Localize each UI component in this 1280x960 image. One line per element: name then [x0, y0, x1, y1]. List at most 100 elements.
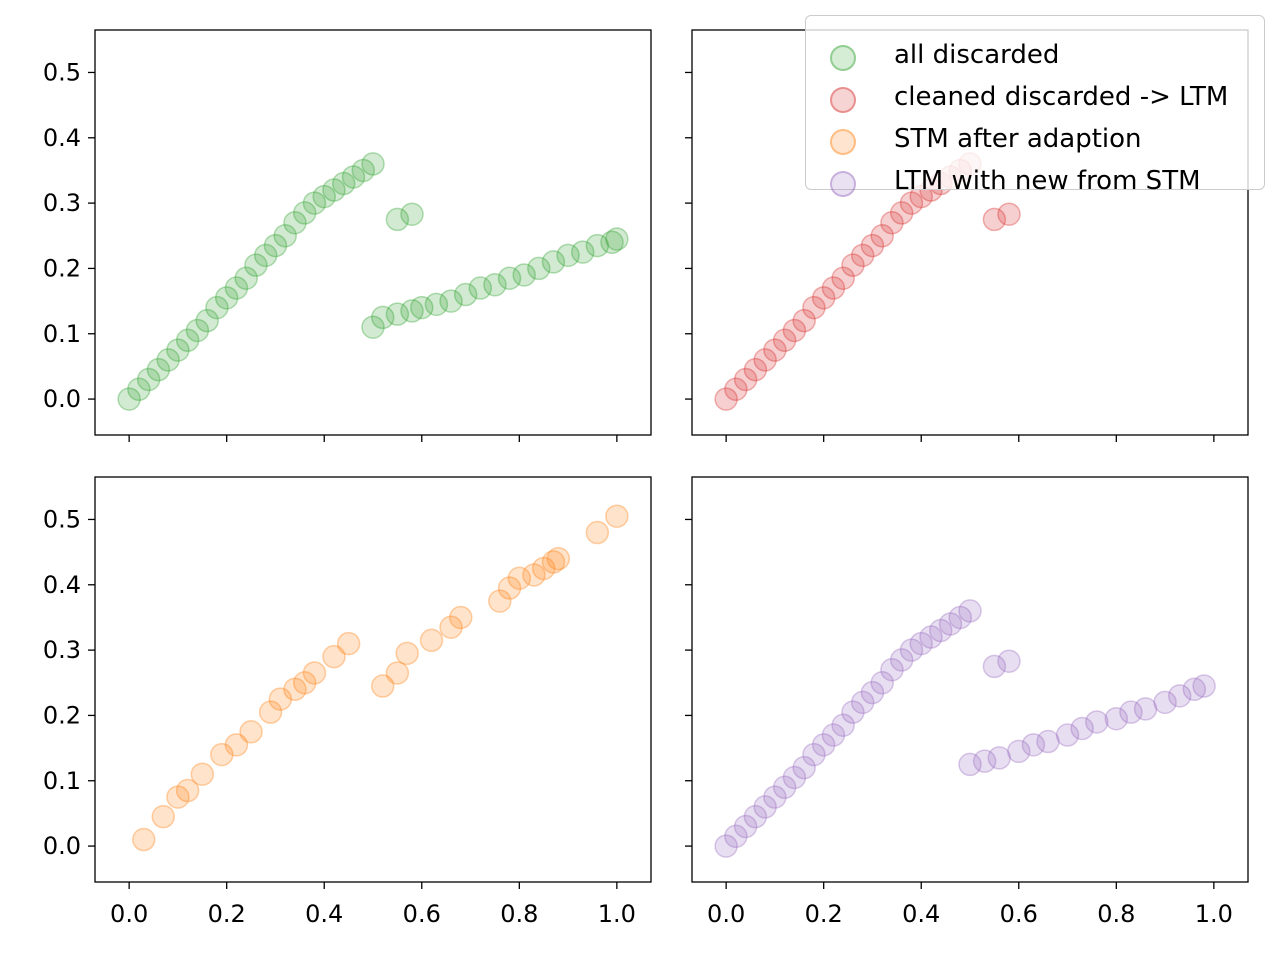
data-point [136, 367, 161, 392]
data-point [497, 576, 522, 600]
data-point [224, 276, 249, 300]
axes-frame [94, 29, 652, 436]
data-point [268, 687, 293, 711]
data-point [714, 387, 738, 411]
data-point [1192, 674, 1216, 698]
data-point [400, 299, 424, 323]
data-point [605, 227, 629, 251]
x-tick-label: 0.6 [403, 900, 441, 928]
data-point [1133, 697, 1158, 721]
data-point [1104, 706, 1129, 731]
data-point [292, 201, 317, 225]
axes-frame [691, 476, 1249, 883]
data-point [385, 661, 410, 685]
y-tick-label: 0.5 [43, 58, 81, 86]
legend-entry-cleaned-discarded: cleaned discarded -> LTM [806, 78, 1264, 114]
data-point [982, 207, 1007, 232]
axes-frame [94, 476, 652, 883]
y-tick-label: 0.4 [43, 571, 81, 599]
data-point [928, 618, 953, 643]
data-point [753, 348, 777, 372]
data-point [782, 765, 807, 790]
data-point [234, 266, 258, 290]
x-tick-label: 0.0 [110, 900, 148, 928]
data-point [753, 795, 777, 819]
legend: all discarded cleaned discarded -> LTM S… [805, 15, 1265, 197]
x-tick-label: 1.0 [598, 900, 636, 928]
data-point [889, 648, 914, 672]
data-point [831, 266, 855, 290]
data-point [292, 671, 317, 695]
data-point [239, 720, 263, 744]
data-point [899, 638, 924, 662]
data-point [263, 233, 288, 258]
x-tick-label: 1.0 [1195, 900, 1233, 928]
data-point [724, 824, 748, 849]
y-tick-label: 0.0 [43, 832, 81, 860]
data-point [802, 295, 826, 320]
x-tick-label: 0.4 [305, 900, 343, 928]
data-point [889, 201, 914, 225]
data-point [424, 292, 449, 317]
data-point [1119, 700, 1143, 724]
subplot-ltm-with-new-from-stm: 0.0 0.2 0.4 0.6 0.8 1.0 [685, 476, 1249, 928]
data-point [1036, 729, 1060, 754]
data-point [1070, 716, 1094, 741]
data-point [600, 230, 624, 255]
data-point [439, 289, 463, 313]
legend-label: cleaned discarded -> LTM [894, 82, 1229, 112]
data-point [273, 224, 297, 248]
data-point [449, 605, 473, 630]
data-point [117, 387, 141, 411]
data-point [1021, 733, 1046, 757]
data-point [958, 752, 982, 777]
x-tick-label: 0.8 [500, 900, 538, 928]
data-point [772, 775, 797, 800]
data-point [371, 305, 395, 330]
data-point [546, 546, 571, 571]
data-point [811, 286, 836, 310]
data-point [166, 338, 190, 362]
data-point [205, 295, 229, 320]
data-point [733, 367, 758, 392]
data-point [527, 256, 551, 281]
data-point [1182, 677, 1207, 702]
data-point [453, 282, 478, 307]
data-point [410, 295, 434, 320]
legend-marker-orange [830, 129, 856, 155]
legend-label: STM after adaption [894, 124, 1142, 154]
x-tick-label: 0.2 [805, 900, 843, 928]
data-point [860, 680, 885, 705]
data-point [224, 733, 249, 757]
data-point [156, 348, 180, 372]
data-point [322, 644, 346, 669]
data-point [331, 171, 356, 196]
data-point [763, 338, 787, 362]
data-point [733, 814, 758, 839]
data-point [541, 250, 566, 274]
data-point [512, 263, 536, 287]
data-point [400, 202, 424, 226]
data-point [312, 184, 336, 209]
data-point [831, 713, 855, 737]
data-point [175, 778, 200, 803]
data-point [146, 357, 171, 382]
data-point [132, 827, 156, 852]
data-point [439, 615, 463, 639]
legend-marker-green [830, 45, 856, 71]
data-point [714, 834, 738, 858]
data-point [850, 690, 875, 715]
data-point [792, 755, 816, 780]
data-point [880, 210, 904, 235]
data-point [880, 657, 904, 682]
y-tick-label: 0.2 [43, 701, 81, 729]
data-point [531, 556, 556, 581]
data-point [1153, 690, 1177, 715]
data-point [821, 276, 846, 300]
data-point [1007, 739, 1031, 764]
data-point [214, 286, 239, 310]
data-point [841, 700, 865, 724]
data-point [361, 315, 385, 339]
data-point [987, 746, 1012, 770]
x-tick-label: 0.2 [208, 900, 246, 928]
